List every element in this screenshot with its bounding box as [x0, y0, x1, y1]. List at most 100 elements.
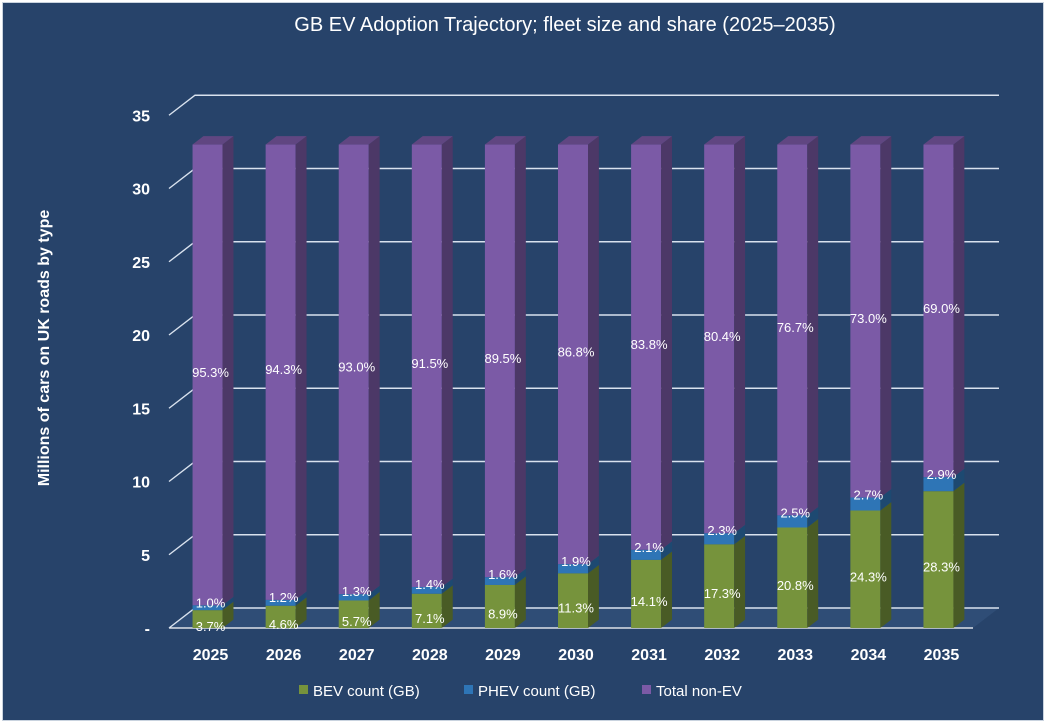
- bar-front-face: [558, 144, 588, 565]
- data-label: 2.5%: [780, 505, 810, 520]
- bar-top-face: [777, 136, 819, 145]
- bar-side-face: [514, 136, 526, 578]
- bar-side-face: [880, 502, 892, 628]
- bar-segment: [923, 136, 965, 478]
- data-label: 2.1%: [634, 540, 664, 555]
- data-label: 28.3%: [923, 560, 960, 575]
- y-tick-label: 10: [132, 475, 150, 492]
- gridline: [168, 94, 999, 116]
- bar-side-face: [880, 136, 892, 498]
- bar-front-face: [777, 144, 808, 516]
- data-label: 1.6%: [488, 567, 518, 582]
- legend-item: Total non-EV: [642, 683, 742, 700]
- data-label: 69.0%: [923, 301, 960, 316]
- bar-front-face: [484, 577, 515, 585]
- bar-segment: [484, 136, 526, 578]
- bar-side-face: [588, 555, 599, 574]
- y-axis-ticks: - 5 10 15 20 25 30 35: [132, 108, 150, 638]
- bar-side-face: [734, 524, 746, 545]
- bar-segment: [631, 551, 673, 628]
- bar-side-face: [222, 601, 234, 628]
- y-tick-label: 15: [132, 401, 150, 418]
- data-label: 95.3%: [192, 365, 229, 380]
- bar-segment: [850, 136, 892, 498]
- bar-side-face: [588, 136, 599, 565]
- data-label: 2.7%: [854, 487, 884, 502]
- data-label: 20.8%: [777, 578, 814, 593]
- bar-side-face: [661, 136, 673, 550]
- bar-front-face: [850, 497, 881, 511]
- x-tick-label: 2026: [266, 647, 302, 664]
- legend-swatch: [464, 685, 473, 694]
- bar-top-face: [265, 136, 307, 145]
- legend-label: Total non-EV: [656, 683, 742, 700]
- data-label: 4.6%: [269, 617, 299, 632]
- bar-segment: [631, 136, 673, 550]
- data-label: 14.1%: [631, 594, 668, 609]
- legend-swatch: [642, 685, 651, 694]
- bar-side-face: [661, 541, 673, 560]
- data-label: 8.9%: [488, 606, 518, 621]
- x-tick-label: 2030: [558, 647, 594, 664]
- bar-side-face: [807, 519, 819, 628]
- data-label: 1.4%: [415, 577, 445, 592]
- bars: [192, 136, 965, 628]
- legend-label: BEV count (GB): [313, 683, 420, 700]
- bar-side-face: [295, 136, 307, 600]
- bar-front-face: [411, 144, 442, 587]
- bar-side-face: [368, 136, 380, 595]
- bar-top-face: [704, 136, 746, 145]
- bar-side-face: [734, 535, 746, 628]
- bar-front-face: [484, 144, 515, 578]
- bar-front-face: [631, 559, 662, 628]
- bar-side-face: [222, 136, 234, 606]
- x-tick-label: 2034: [851, 647, 887, 664]
- bar-top-face: [923, 136, 965, 145]
- data-label: 91.5%: [411, 356, 448, 371]
- bar-side-face: [807, 136, 819, 516]
- chart-svg: GB EV Adoption Trajectory; fleet size an…: [36, 14, 999, 700]
- data-label: 11.3%: [558, 601, 594, 616]
- data-label: 7.1%: [415, 611, 445, 626]
- y-tick-label: 35: [132, 108, 150, 125]
- x-tick-label: 2027: [339, 647, 375, 664]
- bar-side-face: [368, 585, 380, 601]
- y-tick-label: 25: [132, 255, 150, 272]
- bar-segment: [704, 136, 746, 534]
- bar-segment: [265, 136, 307, 600]
- bar-side-face: [441, 578, 453, 594]
- bar-front-face: [338, 600, 369, 628]
- bar-front-face: [631, 549, 662, 560]
- bar-side-face: [514, 568, 526, 585]
- bar-front-face: [192, 144, 223, 606]
- bar-front-face: [704, 144, 735, 534]
- data-label: 2.9%: [927, 467, 957, 482]
- data-label: 86.8%: [558, 344, 595, 359]
- bar-front-face: [338, 144, 369, 595]
- bar-side-face: [441, 585, 453, 628]
- bar-front-face: [631, 144, 662, 550]
- data-label: 1.2%: [269, 590, 299, 605]
- y-tick-label: 30: [132, 182, 150, 199]
- bar-top-face: [411, 136, 453, 145]
- bar-front-face: [265, 599, 296, 606]
- chart-title: GB EV Adoption Trajectory; fleet size an…: [294, 14, 835, 36]
- bar-segment: [850, 502, 892, 628]
- x-tick-label: 2031: [631, 647, 667, 664]
- y-axis-label: Millions of cars on UK roads by type: [36, 210, 53, 487]
- x-tick-label: 2032: [704, 647, 740, 664]
- data-label: 2.3%: [707, 523, 737, 538]
- bar-front-face: [704, 544, 735, 628]
- bar-side-face: [295, 597, 307, 628]
- bar-front-face: [192, 610, 223, 628]
- bar-side-face: [807, 506, 819, 528]
- bar-front-face: [777, 527, 808, 628]
- bar-segment: [558, 136, 599, 565]
- bar-side-face: [295, 591, 307, 606]
- bar-front-face: [192, 605, 223, 611]
- bar-front-face: [265, 144, 296, 600]
- bar-top-face: [484, 136, 526, 145]
- data-label: 80.4%: [704, 329, 741, 344]
- data-label: 17.3%: [704, 586, 741, 601]
